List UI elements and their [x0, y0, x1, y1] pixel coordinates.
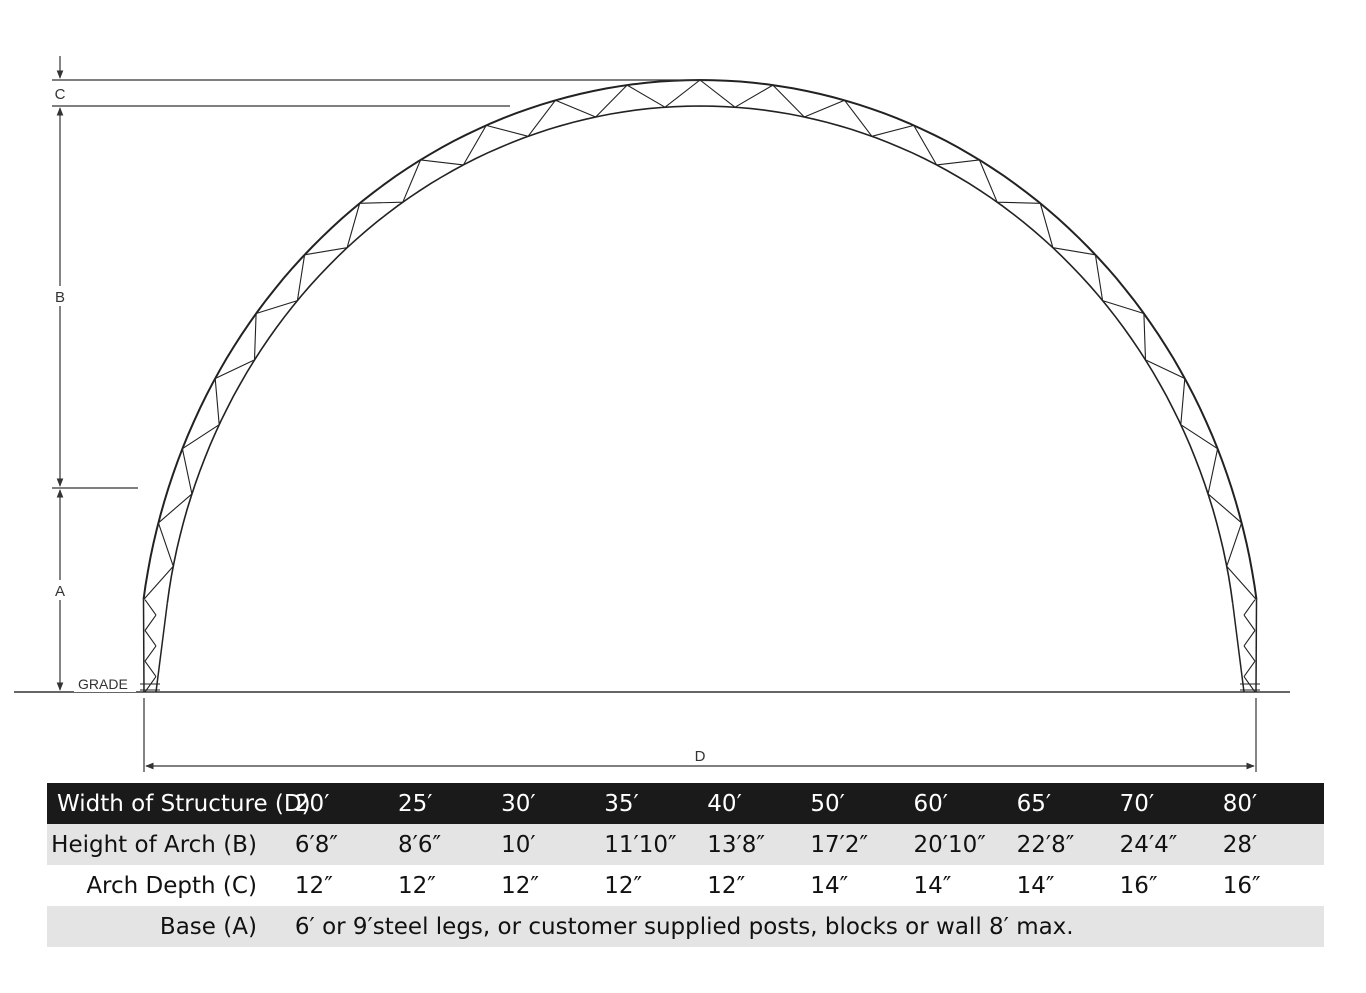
legs: [140, 599, 1260, 693]
table-cell: 6′8″: [292, 824, 397, 865]
table-cell: 14″: [1014, 865, 1118, 906]
table-cell: 16″: [1220, 865, 1324, 906]
table-cell: 12″: [292, 865, 397, 906]
table-cell: 11′10″: [602, 824, 706, 865]
depth-row: Arch Depth (C) 12″ 12″ 12″ 12″ 12″ 14″ 1…: [47, 865, 1324, 906]
arch-truss: [142, 78, 1258, 604]
table-cell: 24′4″: [1117, 824, 1221, 865]
dimension-a-label: A: [55, 583, 65, 600]
dimension-c-label: C: [55, 86, 66, 103]
table-cell: 16″: [1117, 865, 1221, 906]
vertical-dimensions: [52, 56, 705, 691]
table-cell: 50′: [808, 783, 912, 824]
row-label: Width of Structure (D): [47, 783, 311, 824]
table-cell: 20′10″: [911, 824, 1015, 865]
table-cell: 80′: [1220, 783, 1324, 824]
spec-table: Width of Structure (D) 20′ 25′ 30′ 35′ 4…: [47, 783, 1324, 947]
table-cell: 12″: [602, 865, 706, 906]
table-cell: 12″: [705, 865, 809, 906]
table-cell: 40′: [705, 783, 809, 824]
table-cell: 20′: [292, 783, 397, 824]
table-cell: 35′: [602, 783, 706, 824]
table-cell: 12″: [499, 865, 603, 906]
table-cell: 8′6″: [396, 824, 500, 865]
height-row: Height of Arch (B) 6′8″ 8′6″ 10′ 11′10″ …: [47, 824, 1324, 865]
table-cell: 14″: [911, 865, 1015, 906]
table-cell: 30′: [499, 783, 603, 824]
table-cell: 13′8″: [705, 824, 809, 865]
width-dimension: [143, 698, 1257, 772]
base-row: Base (A) 6′ or 9′steel legs, or customer…: [47, 906, 1324, 947]
base-description: 6′ or 9′steel legs, or customer supplied…: [292, 906, 1324, 947]
grade-label: GRADE: [78, 676, 128, 692]
table-cell: 12″: [396, 865, 500, 906]
width-row: Width of Structure (D) 20′ 25′ 30′ 35′ 4…: [47, 783, 1324, 824]
row-label: Arch Depth (C): [47, 865, 293, 906]
table-cell: 70′: [1117, 783, 1221, 824]
table-cell: 65′: [1014, 783, 1118, 824]
table-cell: 17′2″: [808, 824, 912, 865]
arch-structure-diagram: C B A GRADE D: [14, 56, 1290, 772]
row-label: Base (A): [47, 906, 293, 947]
row-label: Height of Arch (B): [47, 824, 293, 865]
dimension-d-label: D: [695, 748, 706, 765]
table-cell: 10′: [499, 824, 603, 865]
table-cell: 25′: [396, 783, 500, 824]
table-cell: 14″: [808, 865, 912, 906]
dimension-b-label: B: [55, 289, 65, 306]
table-cell: 22′8″: [1014, 824, 1118, 865]
table-cell: 28′: [1220, 824, 1324, 865]
table-cell: 60′: [911, 783, 1015, 824]
